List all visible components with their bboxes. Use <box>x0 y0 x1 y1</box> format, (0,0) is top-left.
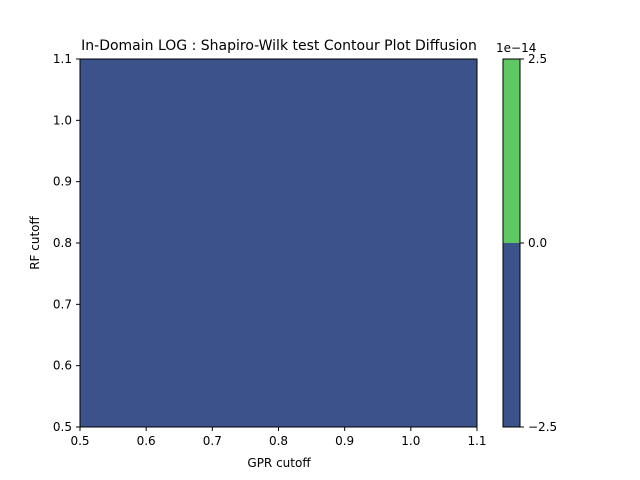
chart-title: In-Domain LOG : Shapiro-Wilk test Contou… <box>81 38 477 54</box>
contour-fill <box>80 59 477 427</box>
x-tick-label: 0.6 <box>137 434 156 448</box>
colorbar-tick-label: −2.5 <box>528 420 557 434</box>
x-tick-label: 0.9 <box>335 434 354 448</box>
y-tick-label: 0.8 <box>53 236 72 250</box>
x-axis: 0.5 0.6 0.7 0.8 0.9 1.0 1.1 <box>70 427 487 448</box>
colorbar-tick-label: 2.5 <box>528 52 547 66</box>
y-tick-label: 0.7 <box>53 297 72 311</box>
x-tick-label: 0.8 <box>269 434 288 448</box>
x-tick-label: 1.1 <box>467 434 486 448</box>
colorbar-tick-label: 0.0 <box>528 236 547 250</box>
y-tick-label: 0.5 <box>53 420 72 434</box>
y-tick-label: 0.6 <box>53 359 72 373</box>
y-tick-label: 1.0 <box>53 113 72 127</box>
x-tick-label: 1.0 <box>401 434 420 448</box>
y-axis-label: RF cutoff <box>28 215 42 269</box>
y-tick-label: 0.9 <box>53 175 72 189</box>
y-axis: 0.5 0.6 0.7 0.8 0.9 1.0 1.1 <box>53 52 80 434</box>
x-axis-label: GPR cutoff <box>247 456 311 470</box>
colorbar-segment <box>503 243 520 427</box>
x-tick-label: 0.7 <box>203 434 222 448</box>
colorbar-segment <box>503 59 520 243</box>
x-tick-label: 0.5 <box>70 434 89 448</box>
plot-area <box>79 58 478 428</box>
colorbar-offset-label: 1e−14 <box>496 41 536 55</box>
y-tick-label: 1.1 <box>53 52 72 66</box>
colorbar: −2.5 0.0 2.5 <box>502 52 557 434</box>
